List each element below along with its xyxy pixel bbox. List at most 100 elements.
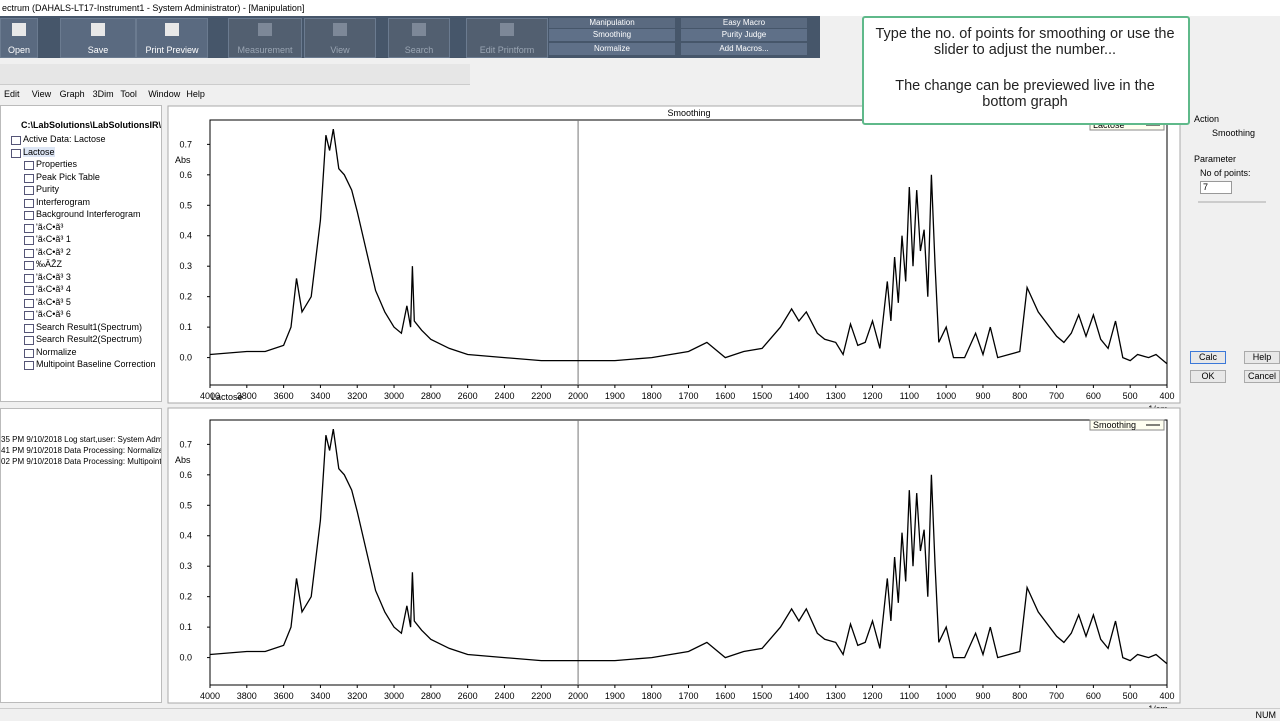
x-tick-label: 500 (1123, 391, 1138, 401)
panel-button[interactable]: Help (1244, 351, 1280, 364)
tree-item[interactable]: 'ã‹C•ã³ 6 (36, 309, 71, 319)
y-tick-label: 0.5 (179, 200, 192, 210)
toolbar-button[interactable]: Edit Printform (466, 18, 548, 58)
menu-item[interactable]: Window (148, 89, 181, 99)
tree-item[interactable]: 'ã‹C•ã³ 4 (36, 284, 71, 294)
x-tick-label: 2400 (494, 391, 514, 401)
tree-item[interactable]: Search Result1(Spectrum) (36, 321, 143, 332)
slider[interactable] (1198, 201, 1266, 203)
x-tick-label: 700 (1049, 691, 1064, 701)
tree-item[interactable]: 'ã‹C•ã³ 2 (36, 246, 71, 257)
x-tick-label: 1600 (715, 691, 735, 701)
y-tick-label: 0.5 (179, 500, 192, 510)
tree-item[interactable]: Purity (36, 184, 60, 194)
tree-item[interactable]: 'ã‹C•ã³ 1 (36, 234, 71, 244)
menu-item[interactable]: Edit (4, 89, 20, 99)
button-icon (258, 23, 272, 36)
panel-button[interactable]: OK (1190, 370, 1226, 383)
tree-item[interactable]: 'ã‹C•ã³ 5 (36, 296, 71, 307)
x-tick-label: 2600 (458, 691, 478, 701)
tree-item[interactable]: Interferogram (36, 196, 91, 207)
tree-icon (11, 136, 21, 145)
menu-item[interactable]: 3Dim (92, 89, 114, 99)
x-tick-label: 2200 (531, 691, 551, 701)
group-label: Manipulation (549, 18, 675, 28)
tree-icon (24, 348, 34, 358)
dropdown[interactable]: Normalize (549, 43, 675, 55)
points-input[interactable]: 7 (1200, 181, 1232, 194)
action-label: Action (1194, 114, 1220, 124)
toolbar-button[interactable]: Search (388, 18, 450, 58)
panel-button[interactable]: Cancel (1244, 370, 1280, 383)
y-tick-label: 0.7 (179, 139, 192, 149)
tree-icon (24, 311, 34, 320)
tree-item[interactable]: Normalize (36, 346, 77, 357)
tree-item[interactable]: 'ã‹C•ã³ (36, 221, 64, 232)
x-tick-label: 2800 (421, 691, 441, 701)
panel-button[interactable]: Calc (1190, 351, 1226, 364)
y-tick-label: 0.0 (179, 353, 192, 363)
dropdown[interactable]: Purity Judge (681, 29, 807, 41)
x-tick-label: 400 (1159, 691, 1174, 701)
toolbar-button[interactable]: Measurement (228, 18, 302, 58)
button-icon (500, 23, 514, 36)
toolbar-button[interactable]: View (304, 18, 376, 58)
toolbar-button[interactable]: Open (0, 18, 38, 58)
y-tick-label: 0.3 (179, 561, 192, 571)
tree-item[interactable]: Background Interferogram (36, 209, 141, 219)
x-tick-label: 1000 (936, 691, 956, 701)
x-tick-label: 3400 (310, 391, 330, 401)
x-tick-label: 1100 (900, 691, 919, 701)
x-tick-label: 2000 (568, 691, 588, 701)
menu-item[interactable]: Graph (59, 89, 85, 99)
dropdown[interactable]: Add Macros... (681, 43, 807, 55)
toolbar-button[interactable]: Print Preview (136, 18, 208, 58)
y-tick-label: 0.7 (179, 439, 192, 449)
y-tick-label: 0.4 (179, 231, 192, 241)
tree-item[interactable]: Multipoint Baseline Correction (36, 359, 156, 369)
tree-icon (24, 336, 34, 345)
menu-item[interactable]: View (31, 89, 52, 99)
tree-icon (24, 323, 34, 333)
tree-item[interactable]: 'ã‹C•ã³ 3 (36, 271, 71, 282)
legend-label: Smoothing (1093, 420, 1136, 430)
menu-item[interactable]: Tool (120, 89, 137, 99)
tree-icon (11, 148, 21, 158)
tree-item[interactable]: Search Result2(Spectrum) (36, 334, 143, 344)
x-tick-label: 900 (975, 691, 990, 701)
tree-item[interactable]: Peak Pick Table (36, 171, 100, 182)
y-tick-label: 0.3 (179, 261, 192, 271)
x-tick-label: 1900 (605, 691, 625, 701)
x-tick-label: 3000 (384, 691, 404, 701)
title-bar: ectrum (DAHALS-LT17-Instrument1 - System… (0, 0, 1280, 16)
tree-item[interactable]: Active Data: Lactose (23, 134, 106, 144)
button-label: Print Preview (145, 45, 199, 55)
menu-item[interactable]: Help (186, 89, 205, 99)
dropdown[interactable]: Smoothing (549, 29, 675, 41)
toolbar-button[interactable]: Save (60, 18, 136, 58)
x-tick-label: 800 (1012, 391, 1027, 401)
x-tick-label: 3600 (274, 691, 294, 701)
x-tick-label: 2600 (458, 391, 478, 401)
x-tick-label: 400 (1159, 391, 1174, 401)
y-tick-label: 0.1 (179, 622, 192, 632)
y-tick-label: 0.2 (179, 592, 192, 602)
button-label: View (330, 45, 350, 55)
tree-item[interactable]: Properties (36, 159, 78, 169)
tree-item[interactable]: Lactose (23, 146, 55, 157)
tree-icon (24, 198, 34, 208)
status-bar: NUM (0, 708, 1280, 721)
tree-item[interactable]: ‰ÄŽZ (36, 259, 62, 269)
tree-icon (24, 186, 34, 195)
x-tick-label: 2200 (531, 391, 551, 401)
x-tick-label: 600 (1086, 691, 1101, 701)
tree-icon (24, 361, 34, 370)
x-tick-label: 2000 (568, 391, 588, 401)
tree-icon (24, 273, 34, 283)
x-tick-label: 3600 (274, 391, 294, 401)
button-icon (12, 23, 26, 36)
x-tick-label: 2800 (421, 391, 441, 401)
y-tick-label: 0.0 (179, 653, 192, 663)
x-tick-label: 1000 (936, 391, 956, 401)
